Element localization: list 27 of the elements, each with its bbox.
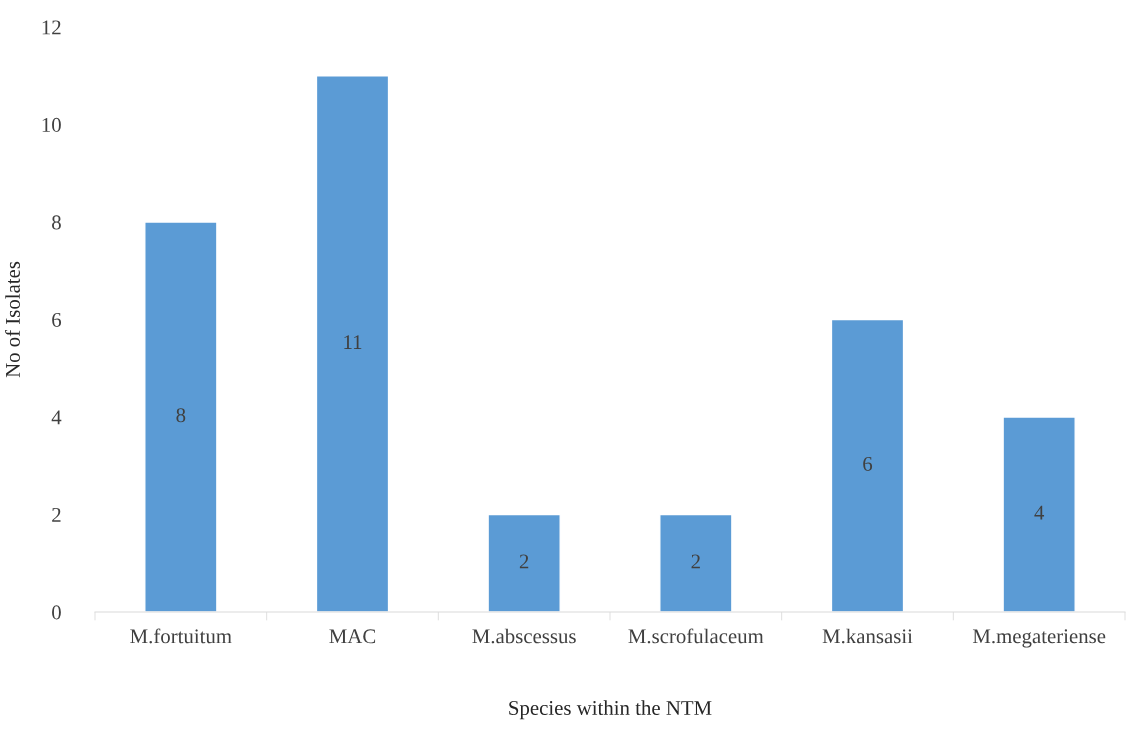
x-tick-label: M.megateriense	[972, 629, 1106, 648]
bar	[315, 75, 390, 612]
y-tick-label: 2	[52, 507, 61, 522]
data-label: 2	[691, 554, 700, 569]
y-tick-label: 4	[51, 410, 62, 425]
bar	[487, 513, 561, 612]
bar	[830, 318, 905, 612]
bar	[1002, 416, 1076, 612]
data-label: 4	[1034, 505, 1045, 520]
y-tick-label: 10	[42, 117, 61, 132]
x-tick-label: M.kansasii	[822, 628, 913, 644]
x-tick-label: M.fortuitum	[130, 628, 232, 644]
x-axis-title: Species within the NTM	[509, 700, 712, 720]
bar	[144, 221, 218, 612]
data-label: 6	[863, 456, 873, 471]
y-tick-label: 12	[42, 20, 61, 35]
data-label: 2	[519, 554, 529, 569]
y-tick-label: 0	[52, 605, 61, 620]
data-label: 8	[176, 408, 186, 423]
bar	[659, 513, 733, 612]
x-tick-label: MAC	[329, 629, 376, 644]
data-label: 11	[344, 335, 362, 349]
x-tick-label: M.scrofulaceum	[628, 628, 764, 644]
x-tick-label: M.abscessus	[472, 628, 576, 644]
y-axis-title: No of Isolates	[5, 261, 20, 378]
y-tick-label: 6	[52, 312, 62, 327]
y-tick-label: 8	[52, 215, 61, 230]
